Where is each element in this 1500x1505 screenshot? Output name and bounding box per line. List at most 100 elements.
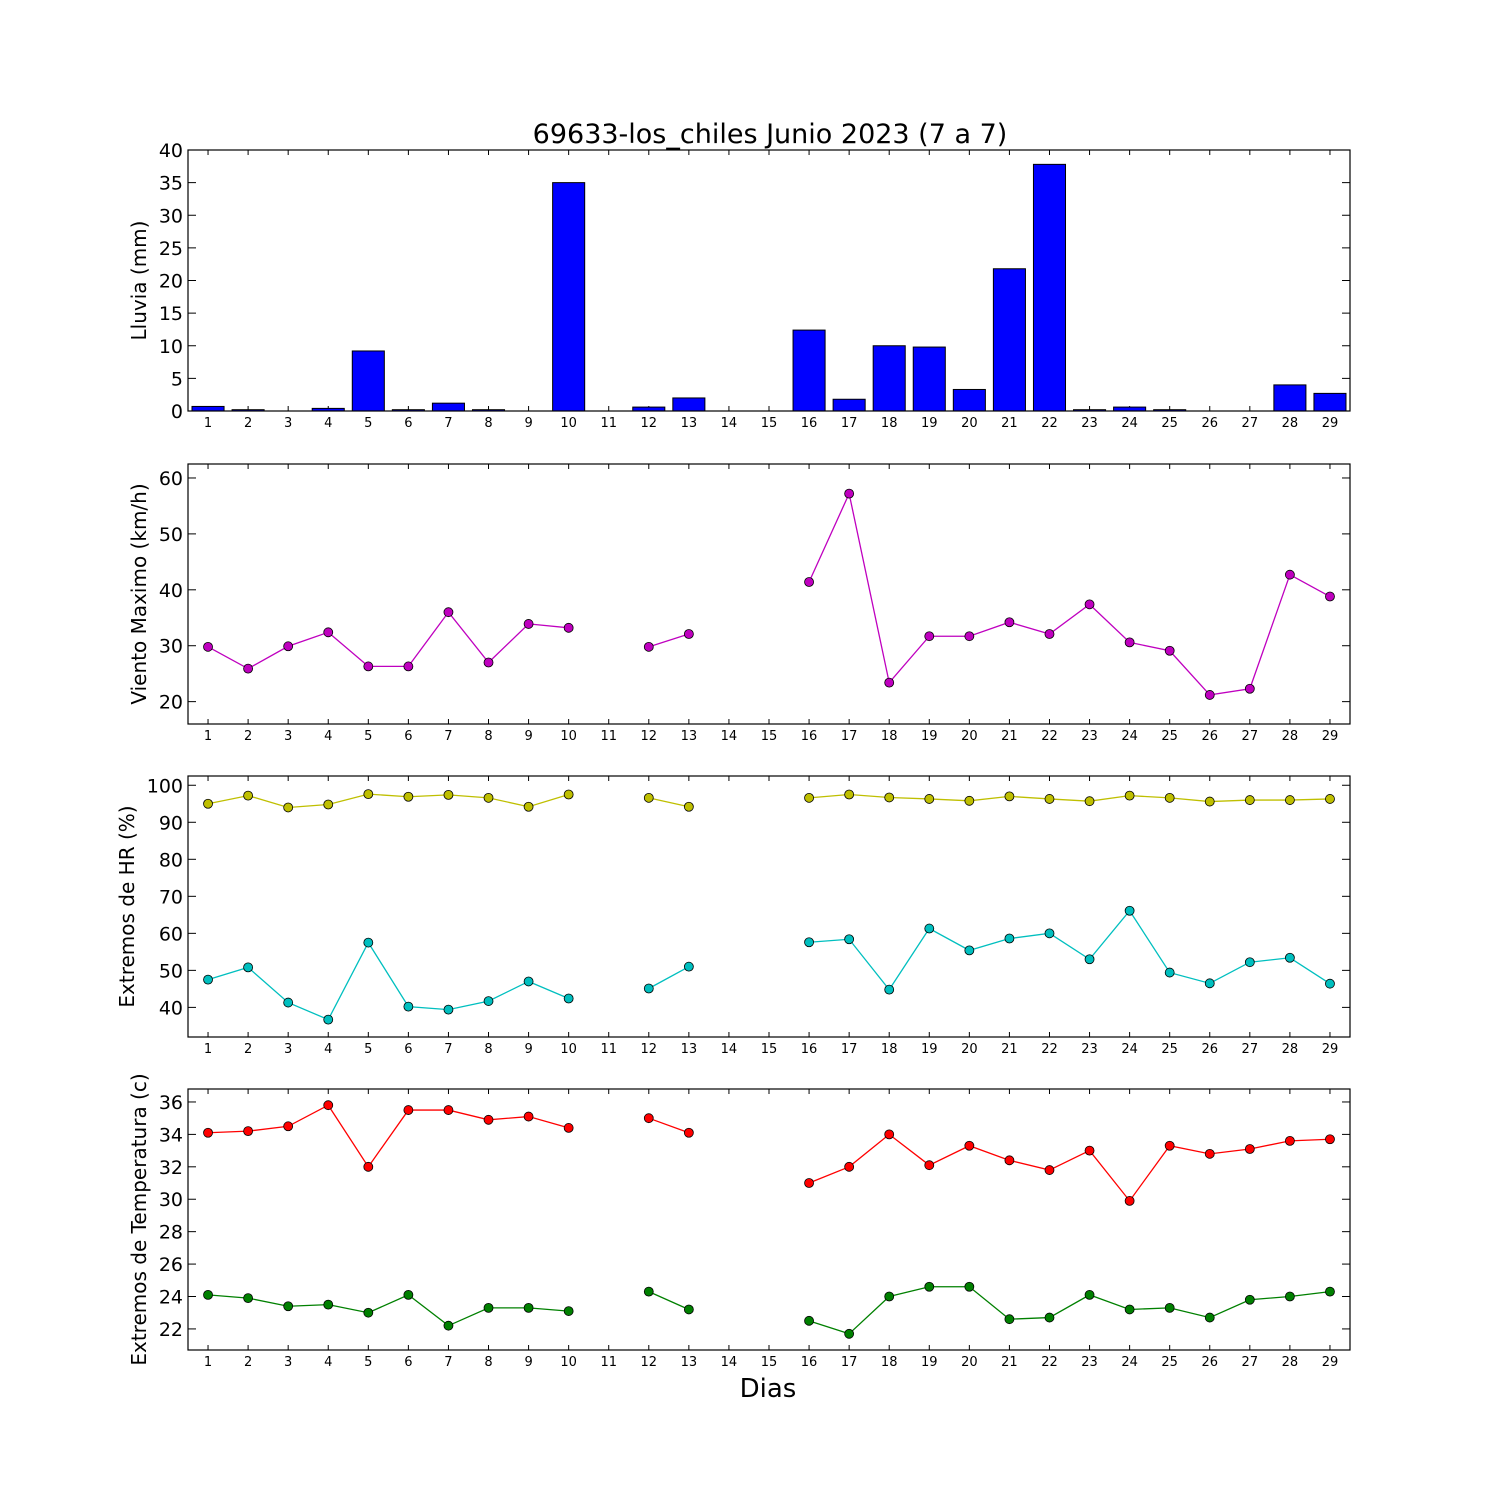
x-tick-label: 10 <box>560 729 577 744</box>
data-point <box>1004 617 1015 628</box>
y-tick-label: 30 <box>159 636 183 658</box>
data-point <box>643 641 654 652</box>
data-point <box>1124 1304 1135 1315</box>
data-point <box>964 1140 975 1151</box>
bar <box>992 268 1026 412</box>
x-tick-label: 20 <box>961 416 978 431</box>
data-point <box>443 789 454 800</box>
y-tick-label: 40 <box>159 997 183 1019</box>
data-point <box>884 677 895 688</box>
data-point <box>1284 569 1295 580</box>
data-point <box>884 1291 895 1302</box>
x-tick-label: 2 <box>244 1355 252 1370</box>
data-point <box>1084 954 1095 965</box>
x-tick-label: 19 <box>921 729 938 744</box>
x-tick-label: 11 <box>600 1355 617 1370</box>
plot-frame <box>187 149 1351 412</box>
series-humidity-0 <box>203 789 1335 813</box>
data-point <box>964 631 975 642</box>
y-tick-label: 34 <box>159 1124 183 1146</box>
data-point <box>243 1293 254 1304</box>
plot-frame <box>187 1088 1351 1351</box>
data-point <box>243 962 254 973</box>
data-point <box>1164 792 1175 803</box>
data-point <box>1124 790 1135 801</box>
x-tick-label: 21 <box>1001 1355 1018 1370</box>
series-line <box>809 909 1331 991</box>
x-tick-label: 27 <box>1242 1355 1259 1370</box>
y-tick-label: 100 <box>147 775 183 797</box>
x-tick-label: 15 <box>761 729 778 744</box>
x-tick-label: 28 <box>1282 1042 1299 1057</box>
data-point <box>403 661 414 672</box>
y-tick-label: 50 <box>159 960 183 982</box>
data-point <box>203 974 213 985</box>
y-axis-label: Extremos de Temperatura (c) <box>127 1073 151 1365</box>
series-line <box>648 633 690 648</box>
data-point <box>884 984 895 995</box>
data-point <box>924 794 935 804</box>
data-point <box>403 1289 414 1300</box>
data-point <box>443 1320 454 1331</box>
x-tick-label: 10 <box>560 1355 577 1370</box>
x-tick-label: 1 <box>204 416 212 431</box>
data-point <box>1044 629 1055 639</box>
y-tick-label: 5 <box>171 368 183 390</box>
data-point <box>323 1100 334 1111</box>
data-point <box>283 997 294 1008</box>
data-point <box>563 789 574 800</box>
x-tick-label: 3 <box>284 1355 292 1370</box>
x-tick-label: 5 <box>364 416 372 431</box>
x-tick-label: 2 <box>244 729 252 744</box>
x-tick-label: 22 <box>1041 416 1058 431</box>
data-point <box>283 802 294 813</box>
data-point <box>1004 791 1015 802</box>
x-tick-label: 25 <box>1161 416 1178 431</box>
x-tick-label: 16 <box>801 1355 818 1370</box>
x-tick-label: 17 <box>841 1355 858 1370</box>
data-point <box>563 1123 574 1133</box>
x-tick-label: 26 <box>1201 1042 1218 1057</box>
series-line <box>648 1291 690 1311</box>
data-point <box>403 791 414 802</box>
data-point <box>804 1178 814 1188</box>
x-tick-label: 5 <box>364 1355 372 1370</box>
data-point <box>1004 933 1015 944</box>
data-point <box>243 790 254 801</box>
bar <box>872 345 906 412</box>
data-point <box>1244 1144 1255 1154</box>
x-tick-label: 14 <box>721 729 738 744</box>
data-point <box>643 983 654 994</box>
data-point <box>804 937 814 948</box>
x-tick-label: 27 <box>1242 1042 1259 1057</box>
x-tick-label: 24 <box>1121 1355 1138 1370</box>
data-point <box>1244 795 1255 805</box>
data-point <box>1084 1145 1095 1156</box>
x-tick-label: 15 <box>761 1042 778 1057</box>
bar <box>351 350 385 412</box>
y-tick-label: 15 <box>159 303 183 325</box>
x-tick-label: 15 <box>761 1355 778 1370</box>
data-point <box>523 1111 534 1122</box>
bar <box>1273 384 1307 412</box>
x-tick-label: 8 <box>484 416 492 431</box>
data-point <box>1004 1314 1015 1325</box>
x-tick-label: 19 <box>921 1042 938 1057</box>
x-tick-label: 18 <box>881 1042 898 1057</box>
data-point <box>1204 1148 1215 1159</box>
x-tick-label: 17 <box>841 416 858 431</box>
series-line <box>648 797 690 808</box>
data-point <box>363 789 374 800</box>
x-tick-label: 6 <box>404 1042 412 1057</box>
data-point <box>884 792 895 803</box>
data-point <box>483 657 494 668</box>
data-point <box>243 663 254 674</box>
x-tick-label: 8 <box>484 729 492 744</box>
data-point <box>844 1161 855 1172</box>
x-tick-label: 13 <box>681 416 698 431</box>
data-point <box>203 641 213 652</box>
x-tick-label: 18 <box>881 416 898 431</box>
y-tick-label: 32 <box>159 1157 183 1179</box>
data-point <box>683 1304 694 1315</box>
